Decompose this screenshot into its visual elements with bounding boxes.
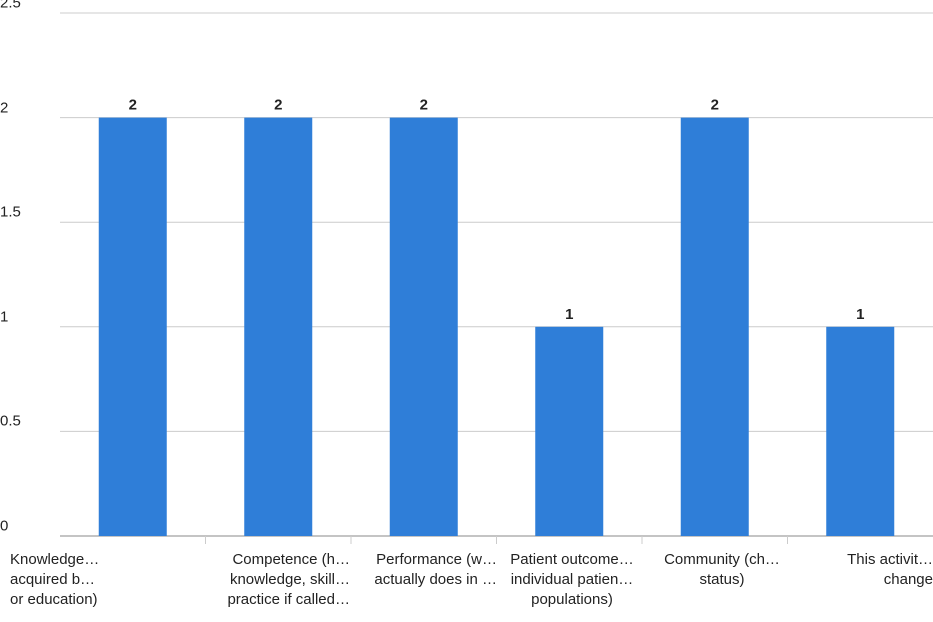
x-category-label: Competence (h… knowledge, skill… practice … <box>160 550 350 610</box>
x-category-label-line <box>800 590 933 610</box>
y-tick-label: 0.5 <box>0 412 21 430</box>
y-tick-label: 1.5 <box>0 203 21 221</box>
y-tick-label: 0 <box>0 517 9 535</box>
x-category-label: This activit… change <box>800 550 933 610</box>
x-category-label-line: acquired b… <box>10 571 96 588</box>
x-category-label-line: Competence (h… <box>232 551 350 568</box>
bar <box>535 326 604 536</box>
x-category-label-line: individual patien… <box>510 571 634 588</box>
y-tick-label: 2 <box>0 99 9 117</box>
bar <box>98 117 167 536</box>
bar <box>826 326 895 536</box>
x-category-label: Community (ch… status) <box>640 550 804 610</box>
data-label: 1 <box>565 306 573 323</box>
x-category-label-line <box>352 590 497 610</box>
x-category-label-line <box>640 590 804 610</box>
data-label: 2 <box>274 97 282 114</box>
x-category-label-line: populations) <box>531 591 613 608</box>
x-category-label-line: practice if called… <box>227 591 350 608</box>
bar <box>680 117 749 536</box>
x-category-label: Knowledge… acquired b… or education) <box>10 550 160 610</box>
x-category-label-line: status) <box>699 571 745 588</box>
x-category-label-line: Performance (w… <box>376 551 497 568</box>
x-category-label: Performance (w… actually does in … <box>352 550 497 610</box>
x-category-label-line: Knowledge… <box>10 551 100 568</box>
x-category-label-line: or education) <box>10 591 98 608</box>
bar <box>389 117 458 536</box>
x-category-label: Patient outcome… individual patien… popula… <box>497 550 647 610</box>
x-category-label-line: Patient outcome… <box>510 551 634 568</box>
x-category-label-line: This activit… <box>847 551 933 568</box>
x-category-label-line: Community (ch… <box>664 551 780 568</box>
bar <box>244 117 313 536</box>
x-category-label-line: knowledge, skill… <box>229 571 350 588</box>
y-tick-label: 2.5 <box>0 0 21 12</box>
x-category-label-line: actually does in … <box>374 571 497 588</box>
y-tick-label: 1 <box>0 308 9 326</box>
data-label: 1 <box>856 306 864 323</box>
data-label: 2 <box>420 97 428 114</box>
data-label: 2 <box>711 97 719 114</box>
data-label: 2 <box>129 97 137 114</box>
x-category-label-line: change <box>883 571 933 588</box>
